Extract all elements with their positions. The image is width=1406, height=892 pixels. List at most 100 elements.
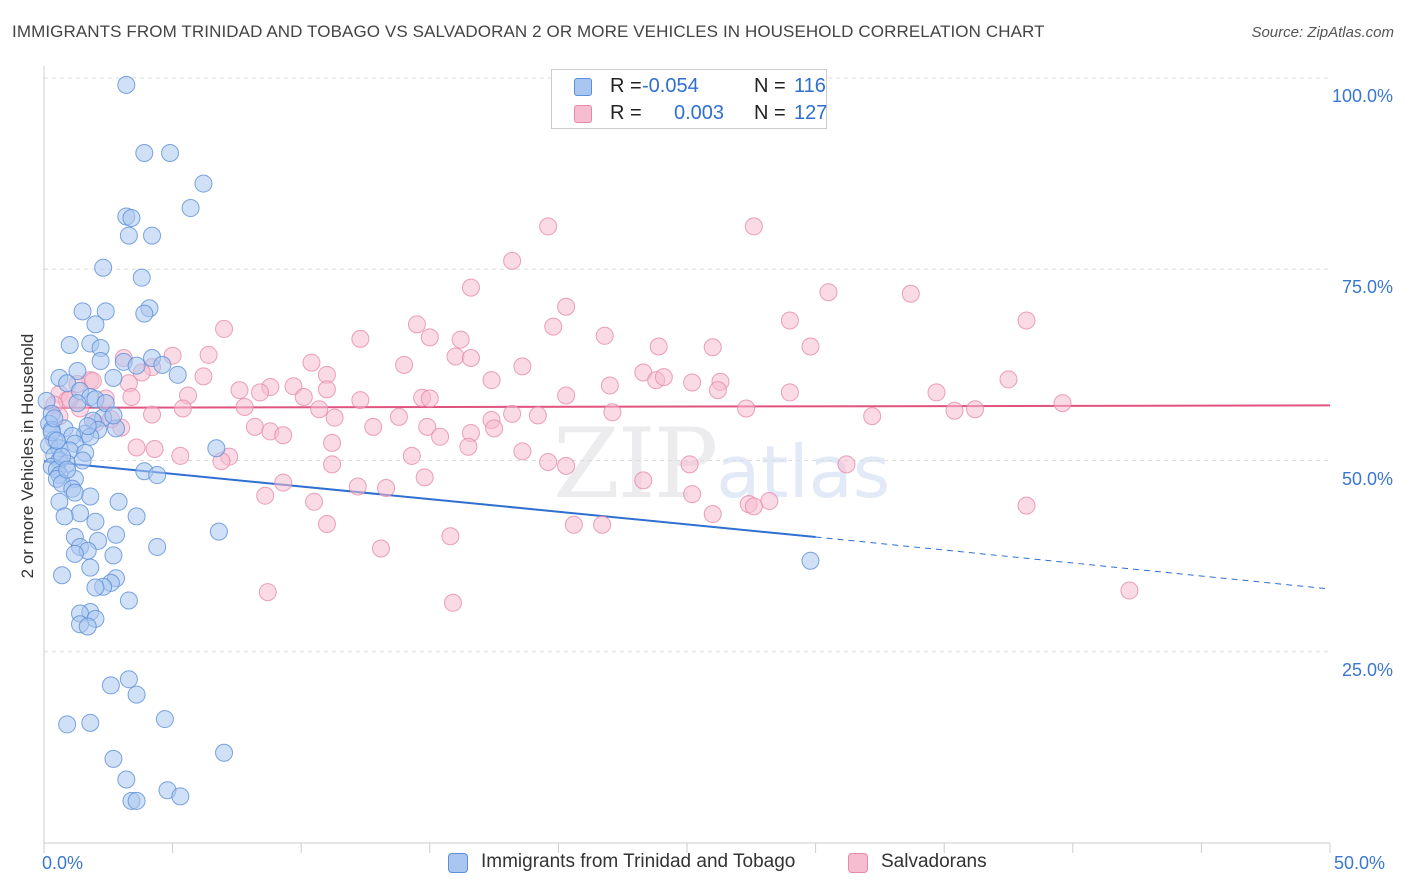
series2-swatch [574, 105, 592, 123]
point-trinidad [101, 676, 120, 695]
point-salvadoran [351, 391, 370, 410]
point-salvadoran [245, 417, 264, 436]
point-salvadoran [389, 407, 408, 426]
point-salvadoran [744, 497, 763, 516]
axes [43, 66, 1331, 853]
point-salvadoran [402, 446, 421, 465]
point-salvadoran [317, 514, 336, 533]
trend-lines [43, 404, 1331, 590]
point-salvadoran [703, 338, 722, 357]
point-salvadoran [819, 283, 838, 302]
point-salvadoran [256, 486, 275, 505]
point-salvadoran [395, 355, 414, 374]
point-trinidad [119, 226, 138, 245]
point-salvadoran [539, 217, 558, 236]
point-trinidad [135, 304, 154, 323]
point-salvadoran [901, 284, 920, 303]
point-salvadoran [127, 438, 146, 457]
point-trinidad [94, 258, 113, 277]
point-salvadoran [348, 477, 367, 496]
point-salvadoran [485, 419, 504, 438]
point-salvadoran [194, 367, 213, 386]
point-salvadoran [371, 539, 390, 558]
point-salvadoran [760, 492, 779, 511]
trinidad-swatch [448, 853, 468, 873]
trend-line-trinidad [43, 460, 816, 538]
point-trinidad [171, 787, 190, 806]
point-salvadoran [482, 371, 501, 390]
point-trinidad [96, 302, 115, 321]
point-trinidad [801, 551, 820, 570]
point-salvadoran [649, 337, 668, 356]
point-salvadoran [171, 446, 190, 465]
point-salvadoran [683, 485, 702, 504]
point-trinidad [127, 356, 146, 375]
point-trinidad [104, 368, 123, 387]
point-salvadoran [680, 455, 699, 474]
point-salvadoran [539, 453, 558, 472]
point-trinidad [132, 268, 151, 287]
point-salvadoran [377, 479, 396, 498]
trend-line-salvadoran [43, 404, 1331, 409]
point-trinidad [71, 504, 90, 523]
r-value: 0.003 [674, 102, 725, 124]
point-salvadoran [230, 381, 249, 400]
point-salvadoran [407, 315, 426, 334]
source-label: Source: ZipAtlas.com [1251, 24, 1394, 41]
x-tick-label-max: 50.0% [1334, 853, 1386, 873]
point-salvadoran [737, 399, 756, 418]
point-salvadoran [173, 399, 192, 418]
point-trinidad [81, 713, 100, 732]
point-salvadoran [461, 348, 480, 367]
point-salvadoran [258, 583, 277, 602]
point-salvadoran [945, 401, 964, 420]
point-trinidad [117, 75, 136, 94]
point-salvadoran [325, 408, 344, 427]
point-salvadoran [145, 440, 164, 459]
point-salvadoran [443, 593, 462, 612]
point-salvadoran [863, 407, 882, 426]
point-salvadoran [744, 217, 763, 236]
point-salvadoran [780, 383, 799, 402]
point-salvadoran [593, 515, 612, 534]
point-salvadoran [235, 397, 254, 416]
grid-lines [44, 77, 1330, 653]
point-salvadoran [122, 388, 141, 407]
point-salvadoran [302, 353, 321, 372]
point-trinidad [91, 352, 110, 371]
point-salvadoran [557, 297, 576, 316]
point-trinidad [78, 617, 97, 636]
point-trinidad [181, 199, 200, 218]
point-salvadoran [503, 404, 522, 423]
y-tick-label: 75.0% [1341, 277, 1393, 298]
point-salvadoran [420, 389, 439, 408]
point-trinidad [122, 208, 141, 227]
point-salvadoran [634, 471, 653, 490]
point-trinidad [78, 417, 97, 436]
point-salvadoran [199, 345, 218, 364]
x-tick-label-min: 0.0% [42, 853, 84, 873]
point-trinidad [117, 770, 136, 789]
point-salvadoran [451, 330, 470, 349]
point-trinidad [58, 715, 77, 734]
point-salvadoran [1017, 496, 1036, 515]
point-salvadoran [513, 357, 532, 376]
point-salvadoran [1053, 394, 1072, 413]
correlation-legend: R = -0.054 N = 116 R = 0.003 N = 127 [551, 69, 827, 129]
point-trinidad [73, 302, 92, 321]
point-trinidad [109, 492, 128, 511]
point-salvadoran [999, 370, 1018, 389]
point-salvadoran [459, 437, 478, 456]
point-trinidad [104, 406, 123, 425]
point-trinidad [143, 226, 162, 245]
point-salvadoran [317, 380, 336, 399]
point-trinidad [55, 507, 74, 526]
point-salvadoran [251, 383, 270, 402]
legend-label: Immigrants from Trinidad and Tobago [481, 851, 796, 872]
trend-line-trinidad-extrapolated [815, 536, 1331, 590]
r-value: -0.054 [642, 75, 699, 97]
point-salvadoran [274, 473, 293, 492]
series1-swatch [574, 78, 592, 96]
point-salvadoran [294, 388, 313, 407]
